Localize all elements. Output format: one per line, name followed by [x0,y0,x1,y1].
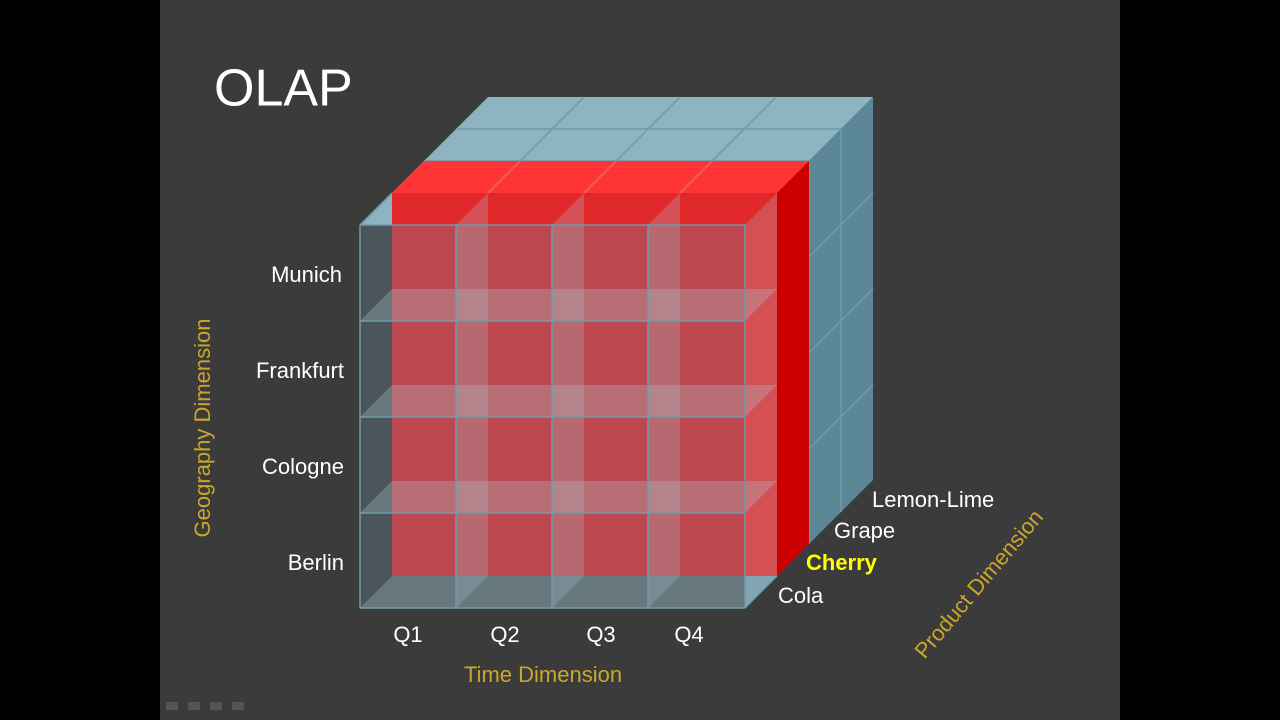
geo-label: Frankfurt [256,358,344,383]
product-label: Lemon-Lime [872,487,994,512]
columns [456,193,777,608]
geo-axis-label: Geography Dimension [190,319,215,538]
geo-label: Cologne [262,454,344,479]
time-label: Q2 [490,622,519,647]
slab-grid [487,160,713,194]
front-grid [359,192,778,609]
time-label: Q3 [586,622,615,647]
geo-label: Munich [271,262,342,287]
slab-right [777,161,809,576]
product-label: Grape [834,518,895,543]
slide-controls[interactable] [166,702,244,710]
product-label-highlight: Cherry [806,550,878,575]
geo-label: Berlin [288,550,344,575]
time-label: Q4 [674,622,703,647]
time-label: Q1 [393,622,422,647]
shelves [360,289,777,608]
time-axis-label: Time Dimension [464,662,622,687]
product-label: Cola [778,583,824,608]
title: OLAP [214,60,353,118]
